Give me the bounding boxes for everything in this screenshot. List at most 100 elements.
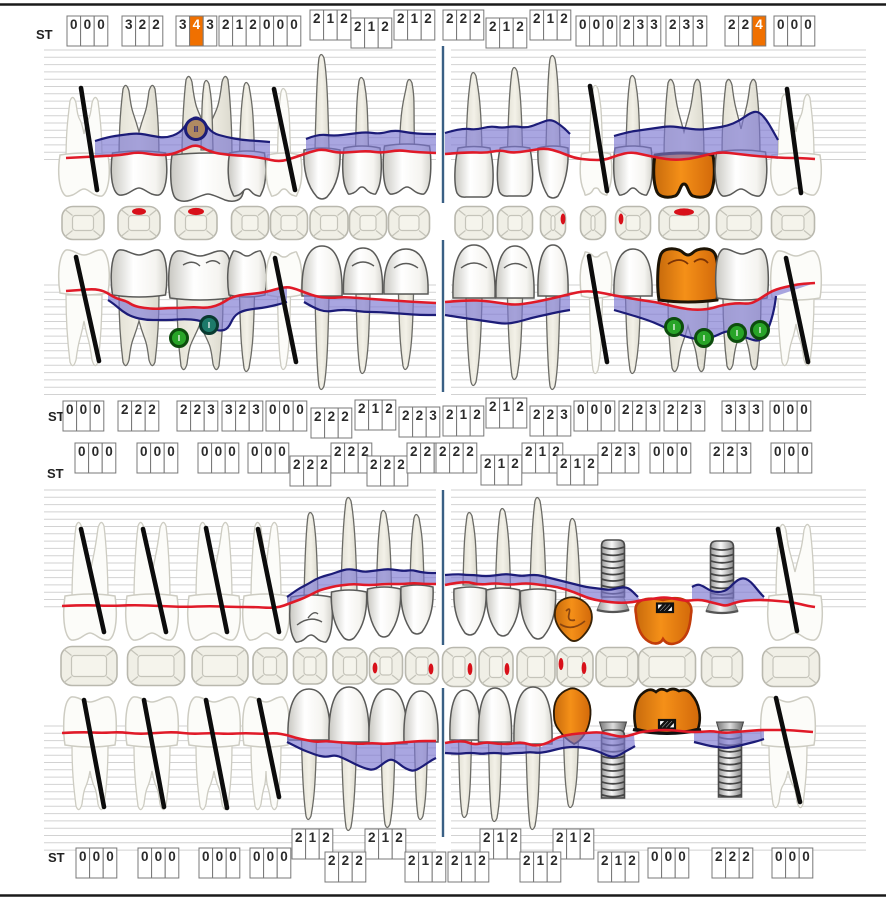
svg-text:0: 0: [93, 849, 101, 864]
svg-text:3: 3: [740, 444, 748, 459]
svg-text:0: 0: [66, 402, 74, 417]
svg-text:3: 3: [696, 17, 704, 32]
svg-text:2: 2: [307, 457, 315, 472]
svg-text:2: 2: [408, 853, 416, 868]
svg-text:0: 0: [202, 849, 210, 864]
svg-text:2: 2: [180, 402, 188, 417]
svg-text:1: 1: [368, 19, 376, 34]
svg-text:1: 1: [372, 401, 380, 416]
svg-text:I: I: [759, 326, 761, 335]
svg-text:2: 2: [669, 17, 677, 32]
svg-text:2: 2: [466, 444, 474, 459]
svg-text:2: 2: [293, 457, 301, 472]
svg-text:ST: ST: [36, 27, 53, 42]
svg-text:0: 0: [229, 849, 237, 864]
svg-text:2: 2: [713, 444, 721, 459]
svg-text:3: 3: [207, 402, 215, 417]
svg-text:0: 0: [84, 17, 92, 32]
svg-text:2: 2: [511, 456, 519, 471]
svg-text:1: 1: [327, 11, 335, 26]
svg-text:2: 2: [560, 11, 568, 26]
svg-text:2: 2: [601, 444, 609, 459]
svg-text:2: 2: [385, 401, 393, 416]
svg-text:2: 2: [384, 457, 392, 472]
svg-text:2: 2: [381, 19, 389, 34]
svg-text:2: 2: [547, 407, 555, 422]
svg-text:1: 1: [570, 830, 578, 845]
svg-text:0: 0: [680, 444, 688, 459]
svg-text:0: 0: [290, 17, 298, 32]
svg-text:2: 2: [728, 17, 736, 32]
svg-text:2: 2: [342, 853, 350, 868]
svg-text:2: 2: [523, 853, 531, 868]
svg-text:2: 2: [516, 399, 524, 414]
svg-text:2: 2: [239, 402, 247, 417]
svg-text:2: 2: [328, 409, 336, 424]
svg-text:0: 0: [265, 444, 273, 459]
svg-text:0: 0: [773, 402, 781, 417]
svg-text:2: 2: [194, 402, 202, 417]
svg-text:4: 4: [755, 17, 763, 32]
svg-text:2: 2: [742, 17, 750, 32]
svg-text:0: 0: [804, 17, 812, 32]
svg-text:0: 0: [283, 402, 291, 417]
svg-text:0: 0: [277, 17, 285, 32]
svg-text:1: 1: [460, 407, 468, 422]
svg-text:2: 2: [358, 401, 366, 416]
svg-text:0: 0: [215, 444, 223, 459]
svg-text:2: 2: [483, 830, 491, 845]
svg-text:0: 0: [667, 444, 675, 459]
svg-text:2: 2: [402, 408, 410, 423]
svg-text:I: I: [703, 334, 705, 343]
svg-text:0: 0: [97, 17, 105, 32]
svg-text:0: 0: [106, 849, 114, 864]
svg-text:0: 0: [296, 402, 304, 417]
svg-text:ST: ST: [48, 409, 65, 424]
svg-text:3: 3: [752, 402, 760, 417]
svg-text:2: 2: [583, 830, 591, 845]
svg-text:0: 0: [604, 402, 612, 417]
svg-text:0: 0: [80, 402, 88, 417]
svg-text:0: 0: [606, 17, 614, 32]
svg-text:0: 0: [280, 849, 288, 864]
svg-text:2: 2: [322, 830, 330, 845]
svg-text:0: 0: [802, 849, 810, 864]
svg-text:2: 2: [729, 849, 737, 864]
svg-text:2: 2: [341, 409, 349, 424]
svg-text:2: 2: [435, 853, 443, 868]
svg-text:0: 0: [591, 402, 599, 417]
svg-text:0: 0: [216, 849, 224, 864]
svg-text:1: 1: [547, 11, 555, 26]
svg-text:0: 0: [154, 444, 162, 459]
svg-text:2: 2: [334, 444, 342, 459]
svg-text:0: 0: [788, 444, 796, 459]
svg-text:3: 3: [649, 402, 657, 417]
svg-text:1: 1: [498, 456, 506, 471]
svg-text:0: 0: [93, 402, 101, 417]
svg-text:0: 0: [774, 444, 782, 459]
svg-text:1: 1: [382, 830, 390, 845]
svg-text:0: 0: [777, 17, 785, 32]
svg-text:0: 0: [593, 17, 601, 32]
svg-text:0: 0: [800, 402, 808, 417]
svg-text:2: 2: [681, 402, 689, 417]
svg-text:2: 2: [395, 830, 403, 845]
svg-text:1: 1: [539, 444, 547, 459]
svg-text:2: 2: [460, 11, 468, 26]
svg-text:1: 1: [503, 19, 511, 34]
svg-text:2: 2: [451, 853, 459, 868]
svg-text:1: 1: [497, 830, 505, 845]
svg-text:2: 2: [355, 853, 363, 868]
svg-text:2: 2: [148, 402, 156, 417]
svg-text:2: 2: [550, 853, 558, 868]
svg-text:3: 3: [628, 444, 636, 459]
svg-text:2: 2: [416, 408, 424, 423]
svg-text:2: 2: [314, 409, 322, 424]
svg-text:2: 2: [742, 849, 750, 864]
svg-text:2: 2: [615, 444, 623, 459]
svg-text:0: 0: [665, 849, 673, 864]
svg-text:2: 2: [510, 830, 518, 845]
svg-text:3: 3: [125, 17, 133, 32]
svg-text:2: 2: [560, 456, 568, 471]
svg-text:2: 2: [424, 444, 432, 459]
